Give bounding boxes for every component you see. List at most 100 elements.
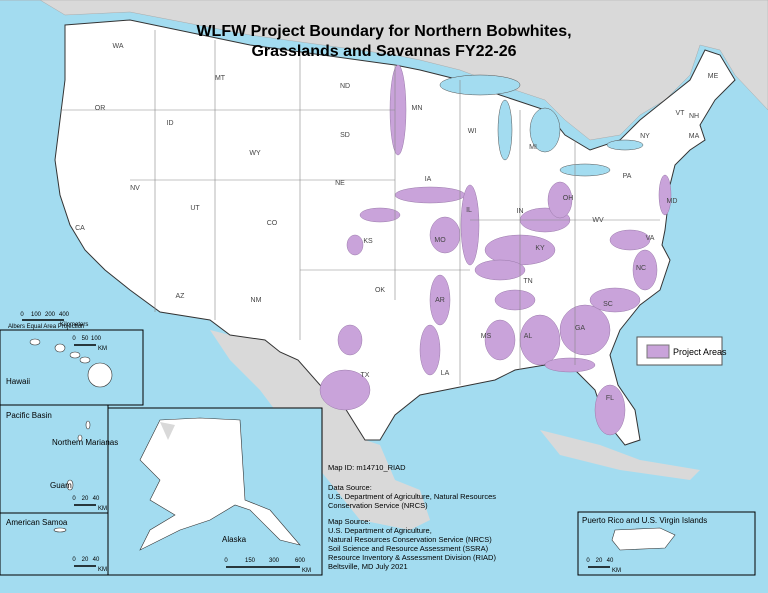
map-info: U.S. Department of Agriculture, Natural … <box>328 492 496 501</box>
map-info: Soil Science and Resource Assessment (SS… <box>328 544 489 553</box>
project-area <box>519 314 561 366</box>
project-area <box>544 357 596 373</box>
island-label: Northern Marianas <box>52 438 118 447</box>
state-label: TN <box>523 278 532 285</box>
scale-tick-label: 0 <box>20 312 24 318</box>
scale-tick-label: 50 <box>82 336 89 342</box>
state-label: GA <box>575 325 585 332</box>
project-area <box>394 186 466 204</box>
project-area <box>460 184 480 266</box>
state-label: NH <box>689 113 699 120</box>
cuba <box>540 430 700 480</box>
state-label: FL <box>606 395 614 402</box>
state-boundaries <box>60 30 660 385</box>
state-label: OH <box>563 195 574 202</box>
state-label: ID <box>167 120 174 127</box>
scale-unit: KM <box>98 506 107 512</box>
scale-tick-label: 20 <box>82 496 89 502</box>
state-label: MN <box>412 105 423 112</box>
scale-tick-label: 400 <box>59 312 70 318</box>
scale-tick-label: 0 <box>72 336 76 342</box>
scale-tick-label: 40 <box>93 557 100 563</box>
scale-tick-label: 100 <box>31 312 42 318</box>
state-label: OK <box>375 287 385 294</box>
state-label: KY <box>535 245 545 252</box>
legend-label: Project Areas <box>673 347 727 357</box>
inset-label: Pacific Basin <box>6 411 52 420</box>
map-info: Map ID: m14710_RIAD <box>328 463 406 472</box>
state-label: AZ <box>176 293 186 300</box>
scale-tick-label: 40 <box>607 558 614 564</box>
scale-tick-label: 100 <box>91 336 102 342</box>
project-area <box>484 319 516 361</box>
project-area <box>632 249 658 291</box>
state-label: PA <box>623 173 632 180</box>
state-label: WI <box>468 128 477 135</box>
project-area <box>559 304 611 356</box>
state-label: VT <box>676 110 686 117</box>
scale-tick-label: 0 <box>72 557 76 563</box>
map-info: Resource Inventory & Assessment Division… <box>328 553 496 562</box>
project-area <box>337 324 363 356</box>
state-label: MI <box>529 144 537 151</box>
scale-tick-label: 0 <box>72 496 76 502</box>
state-label: IN <box>517 208 524 215</box>
state-label: KS <box>363 238 373 245</box>
title: WLFW Project Boundary for Northern Bobwh… <box>196 23 571 40</box>
project-area <box>589 287 641 313</box>
state-label: OR <box>95 105 106 112</box>
project-area <box>429 216 461 254</box>
state-label: WA <box>112 43 123 50</box>
state-label: IA <box>425 176 432 183</box>
state-label: ME <box>708 73 719 80</box>
state-label: CO <box>267 220 278 227</box>
state-label: NC <box>636 265 646 272</box>
scale-tick-label: 0 <box>224 558 228 564</box>
project-area <box>609 229 651 251</box>
state-label: TX <box>361 372 370 379</box>
scale-tick-label: 40 <box>93 496 100 502</box>
project-area <box>658 174 672 216</box>
scale-tick-label: 300 <box>269 558 280 564</box>
state-label: WV <box>592 217 604 224</box>
project-area <box>474 259 526 281</box>
state-label: IL <box>466 207 472 214</box>
state-label: SD <box>340 132 350 139</box>
scale-unit: KM <box>302 568 311 574</box>
state-label: AR <box>435 297 445 304</box>
legend-swatch <box>646 344 670 359</box>
state-label: WY <box>249 150 261 157</box>
title: Grasslands and Savannas FY22-26 <box>251 43 516 60</box>
inset-label: Puerto Rico and U.S. Virgin Islands <box>582 516 707 525</box>
russia <box>160 422 175 440</box>
project-area <box>419 324 441 376</box>
scale-tick-label: 200 <box>45 312 56 318</box>
state-label: ND <box>340 83 350 90</box>
state-label: NV <box>130 185 140 192</box>
state-label: MA <box>689 133 700 140</box>
canada <box>0 0 768 141</box>
project-area <box>429 274 451 326</box>
inset-label: American Samoa <box>6 518 68 527</box>
map-info: Map Source: <box>328 517 371 526</box>
state-label: AL <box>524 333 533 340</box>
scale-unit: Kilometers <box>60 322 88 328</box>
state-label: SC <box>603 301 613 308</box>
scale-tick-label: 20 <box>82 557 89 563</box>
state-label: VA <box>646 235 655 242</box>
state-label: CA <box>75 225 85 232</box>
map-info: Natural Resources Conservation Service (… <box>328 535 492 544</box>
inset-label: Hawaii <box>6 377 30 386</box>
project-area <box>359 207 401 223</box>
state-label: UT <box>190 205 200 212</box>
scale-bars <box>22 319 610 568</box>
scale-unit: KM <box>98 346 107 352</box>
scale-unit: KM <box>612 568 621 574</box>
inset-label: Alaska <box>222 535 247 544</box>
map-info: Beltsville, MD July 2021 <box>328 562 408 571</box>
project-area <box>494 289 536 311</box>
map-info: U.S. Department of Agriculture, <box>328 526 432 535</box>
project-area <box>547 181 573 219</box>
state-label: NM <box>251 297 262 304</box>
